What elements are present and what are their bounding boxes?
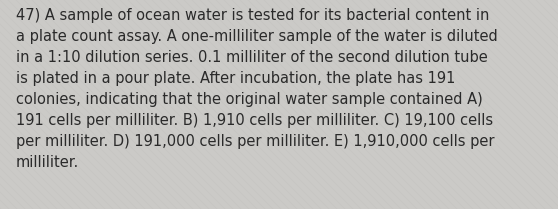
Text: 47) A sample of ocean water is tested for its bacterial content in
a plate count: 47) A sample of ocean water is tested fo… [16, 8, 497, 170]
